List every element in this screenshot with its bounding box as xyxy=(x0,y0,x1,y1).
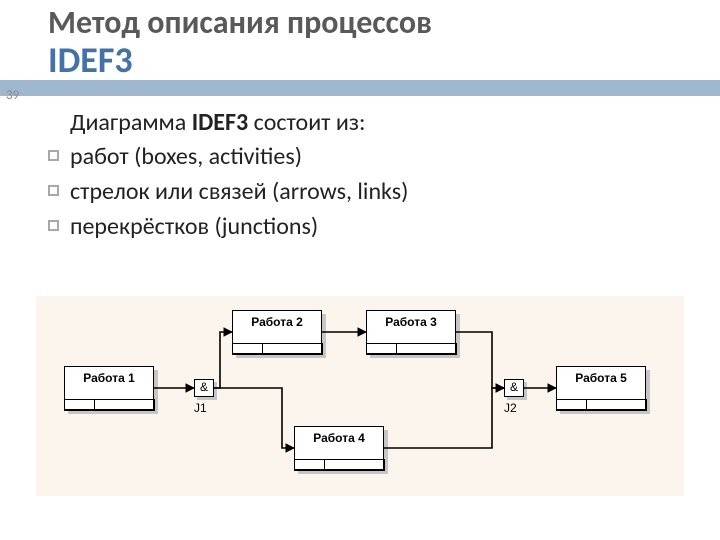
arrow xyxy=(214,388,294,448)
idef3-diagram: Работа 1Работа 2Работа 3Работа 4Работа 5… xyxy=(36,296,684,496)
arrow xyxy=(384,388,504,448)
bullet-item: перекрёстков (junctions) xyxy=(70,210,690,245)
bullet-item: стрелок или связей (arrows, links) xyxy=(70,175,690,210)
intro-bold: IDEF3 xyxy=(192,108,248,137)
body-text: Диаграмма IDEF3 состоит из: работ (boxes… xyxy=(0,96,720,245)
arrow xyxy=(456,332,504,388)
page-number: 39 xyxy=(6,88,19,103)
arrow xyxy=(214,332,232,388)
title-block: Метод описания процессов IDEF3 xyxy=(0,0,720,78)
bullet-item: работ (boxes, activities) xyxy=(70,140,690,175)
title-line2: IDEF3 xyxy=(48,42,720,78)
title-rule xyxy=(0,80,720,96)
intro-line: Диаграмма IDEF3 состоит из: xyxy=(70,106,690,141)
arrow-layer xyxy=(36,296,684,496)
intro-suffix: состоит из: xyxy=(248,108,365,137)
intro-prefix: Диаграмма xyxy=(70,108,192,137)
slide: Метод описания процессов IDEF3 39 Диагра… xyxy=(0,0,720,540)
title-line1: Метод описания процессов xyxy=(48,6,720,40)
